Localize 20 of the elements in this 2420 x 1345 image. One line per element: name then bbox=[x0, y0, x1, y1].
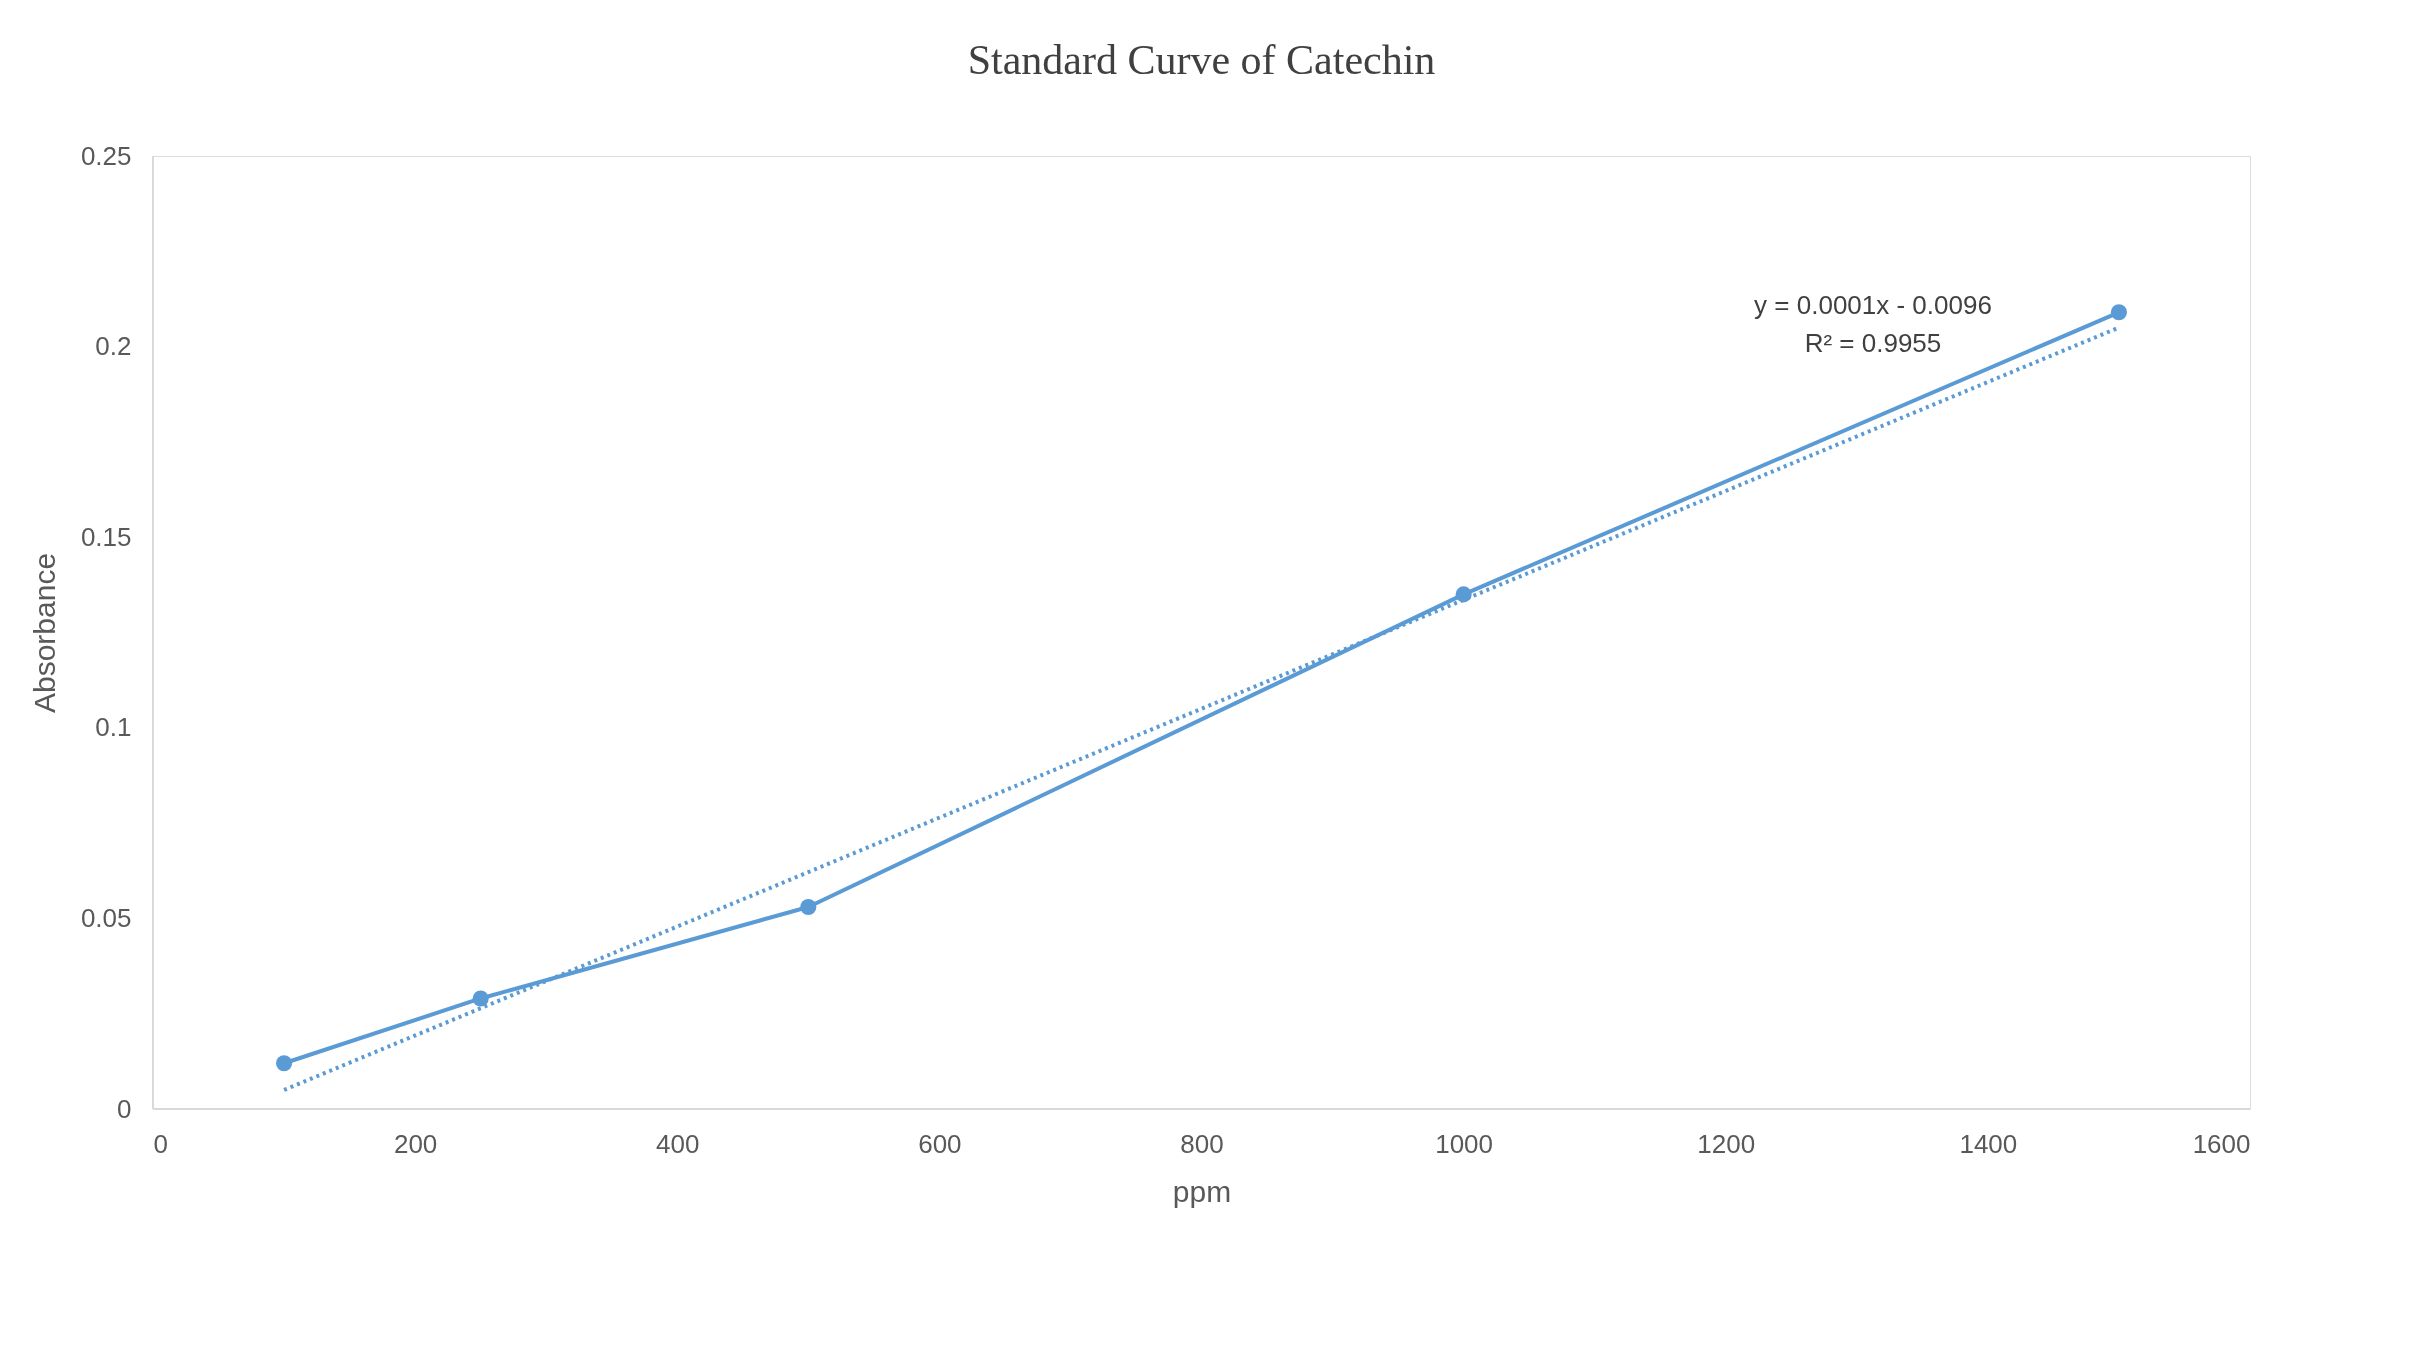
x-tick-label: 600 bbox=[918, 1128, 962, 1159]
x-tick-label: 200 bbox=[393, 1128, 438, 1159]
chart-title: Standard Curve of Catechin bbox=[967, 37, 1436, 83]
x-tick-label: 1600 bbox=[2192, 1128, 2251, 1159]
x-tick-label: 1400 bbox=[1959, 1128, 2018, 1159]
x-tick-label: 400 bbox=[656, 1128, 700, 1159]
y-tick-label: 0.25 bbox=[80, 140, 132, 171]
annotation: R² = 0.9955 bbox=[1804, 328, 1942, 358]
x-tick-label: 1200 bbox=[1697, 1128, 1756, 1159]
x-axis-title: ppm bbox=[1172, 1174, 1232, 1208]
y-tick-label: 0.15 bbox=[80, 521, 132, 552]
y-tick-label: 0.2 bbox=[95, 331, 132, 362]
y-tick-label: 0.05 bbox=[80, 902, 132, 933]
y-tick-label: 0.1 bbox=[95, 712, 132, 743]
x-tick-label: 800 bbox=[1180, 1128, 1224, 1159]
y-axis-title: Absorbance bbox=[27, 552, 61, 714]
x-tick-label: 0 bbox=[153, 1128, 168, 1159]
y-tick-label: 0 bbox=[117, 1093, 132, 1124]
x-tick-label: 1000 bbox=[1435, 1128, 1494, 1159]
annotation: y = 0.0001x - 0.0096 bbox=[1754, 290, 1992, 320]
